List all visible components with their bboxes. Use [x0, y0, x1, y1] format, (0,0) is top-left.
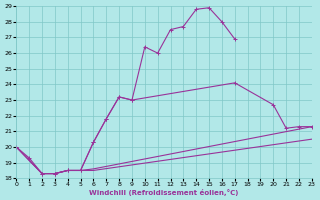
- X-axis label: Windchill (Refroidissement éolien,°C): Windchill (Refroidissement éolien,°C): [89, 189, 239, 196]
